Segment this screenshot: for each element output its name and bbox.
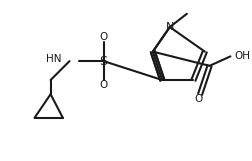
Text: HN: HN bbox=[46, 54, 61, 64]
Text: O: O bbox=[100, 33, 108, 43]
Text: OH: OH bbox=[234, 51, 250, 61]
Text: O: O bbox=[194, 94, 202, 104]
Text: S: S bbox=[100, 55, 108, 68]
Text: O: O bbox=[100, 80, 108, 90]
Text: N: N bbox=[166, 22, 174, 32]
